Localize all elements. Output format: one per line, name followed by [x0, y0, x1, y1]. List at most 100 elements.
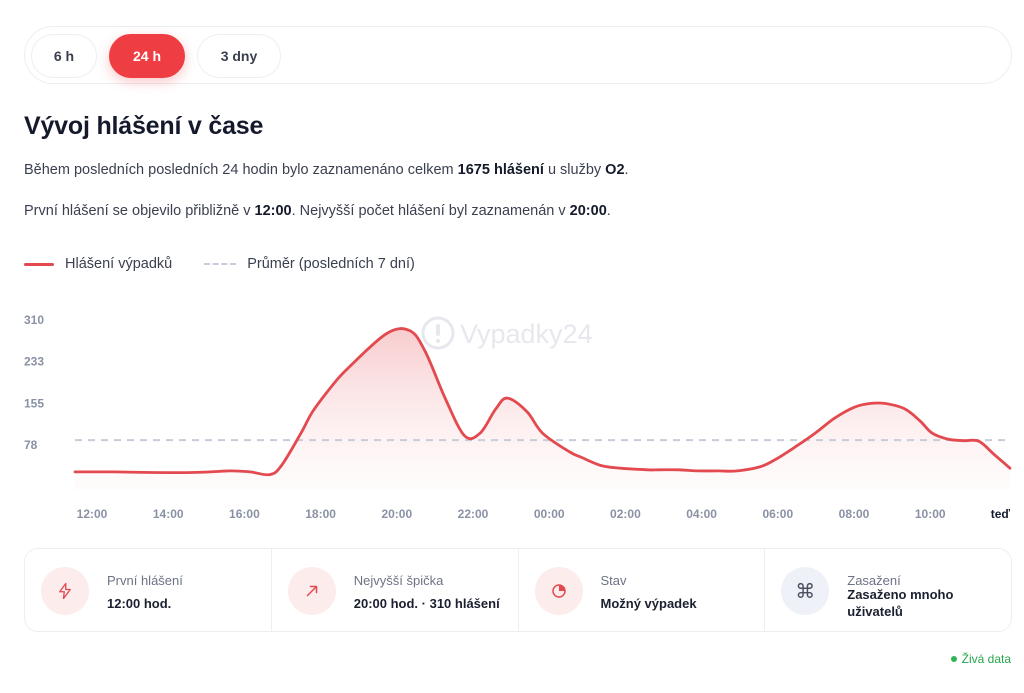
data-point[interactable]: [540, 430, 546, 436]
card-impact-label: Zasažení: [847, 573, 901, 588]
data-point[interactable]: [793, 444, 799, 450]
data-point[interactable]: [189, 470, 195, 476]
card-peak-value: 20:00 hod. · 310 hlášení: [353, 596, 500, 611]
data-point[interactable]: [384, 331, 390, 337]
data-point[interactable]: [310, 409, 316, 415]
reports-line[interactable]: [73, 327, 1012, 477]
data-point[interactable]: [734, 468, 740, 474]
x-tick-label: 08:00: [839, 507, 870, 521]
x-tick-label: 02:00: [610, 507, 641, 521]
data-point[interactable]: [524, 409, 530, 415]
card-peak: Nejvyšší špička 20:00 hod. · 310 hlášení: [272, 549, 519, 631]
data-point[interactable]: [462, 433, 468, 439]
card-first-report-value: 12:00 hod.: [107, 596, 172, 611]
legend-average-swatch: [204, 263, 237, 265]
data-point[interactable]: [598, 463, 604, 469]
legend-reports-label: Hlášení výpadků: [65, 256, 173, 272]
watermark-logo-mark: [436, 324, 440, 336]
data-point[interactable]: [617, 465, 623, 471]
x-tick-label: teď: [991, 507, 1011, 521]
x-tick-label: 12:00: [77, 507, 108, 521]
data-point[interactable]: [812, 430, 818, 436]
pie-icon: [534, 567, 583, 615]
data-point[interactable]: [111, 469, 117, 475]
data-point[interactable]: [247, 469, 253, 475]
x-tick-label: 18:00: [305, 507, 336, 521]
data-point[interactable]: [976, 438, 982, 444]
chart-legend: Hlášení výpadků Průměr (posledních 7 dní…: [24, 256, 415, 272]
x-axis: 12:00 14:00 16:00 18:00 20:00 22:00 00:00 02:00…: [77, 507, 1011, 521]
summary-line-times: První hlášení se objevilo přibližně v 12…: [24, 203, 611, 219]
data-point[interactable]: [645, 467, 651, 473]
data-point[interactable]: [945, 436, 951, 442]
data-point[interactable]: [329, 383, 335, 389]
data-point[interactable]: [656, 467, 662, 473]
data-point[interactable]: [758, 464, 764, 470]
data-point[interactable]: [1007, 465, 1013, 471]
data-point[interactable]: [867, 401, 873, 407]
legend-average-label: Průměr (posledních 7 dní): [247, 256, 415, 272]
service-name: O2: [605, 162, 625, 178]
data-point[interactable]: [917, 418, 923, 424]
watermark-logo-icon: [421, 316, 455, 350]
data-point[interactable]: [929, 430, 935, 436]
card-status-label: Stav: [600, 573, 627, 588]
data-point[interactable]: [715, 468, 721, 474]
summary-line-total: Během posledních posledních 24 hodin byl…: [24, 162, 629, 178]
y-tick-label: 233: [24, 354, 44, 368]
data-point[interactable]: [902, 406, 908, 412]
reports-area: [75, 328, 1010, 490]
data-point[interactable]: [228, 468, 234, 474]
data-point[interactable]: [267, 472, 273, 478]
data-point[interactable]: [960, 438, 966, 444]
data-point[interactable]: [851, 404, 857, 410]
data-point[interactable]: [773, 456, 779, 462]
tab-24h[interactable]: 24 h: [109, 34, 185, 78]
data-point[interactable]: [695, 468, 701, 474]
total-reports: 1675 hlášení: [457, 162, 544, 178]
card-peak-label: Nejvyšší špička: [353, 573, 444, 588]
legend-reports-swatch: [24, 262, 54, 266]
card-impact-value: Zasaženo mnoho uživatelů: [847, 587, 954, 619]
data-point[interactable]: [832, 415, 838, 421]
data-point[interactable]: [477, 430, 483, 436]
data-point[interactable]: [423, 349, 429, 355]
tab-6h[interactable]: 6 h: [31, 34, 97, 78]
card-status-value: Možný výpadek: [600, 596, 697, 611]
y-tick-label: 78: [24, 438, 38, 452]
data-point[interactable]: [72, 469, 78, 475]
data-point[interactable]: [493, 406, 499, 412]
x-tick-label: 06:00: [762, 507, 793, 521]
card-first-report-label: První hlášení: [107, 573, 183, 588]
data-point[interactable]: [345, 366, 351, 372]
watermark-logo-dot: [435, 338, 441, 344]
peak-time: 20:00: [569, 203, 607, 219]
x-tick-label: 04:00: [686, 507, 717, 521]
data-point[interactable]: [991, 452, 997, 458]
data-point[interactable]: [579, 454, 585, 460]
data-point[interactable]: [882, 401, 888, 407]
data-point[interactable]: [279, 463, 285, 469]
tab-3-days[interactable]: 3 dny: [197, 34, 281, 78]
live-data-indicator: Živá data: [950, 652, 1011, 666]
bolt-icon: [41, 567, 89, 615]
watermark: Vypadky24: [421, 316, 593, 350]
data-point[interactable]: [216, 468, 222, 474]
x-tick-label: 16:00: [229, 507, 260, 521]
data-point[interactable]: [442, 395, 448, 401]
stats-cards: První hlášení 12:00 hod. Nejvyšší špička…: [24, 548, 1012, 632]
y-tick-label: 155: [24, 397, 44, 411]
x-tick-label: 20:00: [381, 507, 412, 521]
data-point[interactable]: [567, 449, 573, 455]
card-impact: ⌘ Zasažení Zasaženo mnoho uživatelů: [765, 549, 1011, 631]
data-point[interactable]: [150, 470, 156, 476]
y-tick-label: 310: [24, 313, 44, 327]
data-point[interactable]: [676, 467, 682, 473]
first-report-time: 12:00: [254, 203, 292, 219]
card-status: Stav Možný výpadek: [519, 549, 766, 631]
watermark-text: Vypadky24: [460, 319, 593, 349]
x-tick-label: 22:00: [458, 507, 489, 521]
data-point[interactable]: [298, 430, 304, 436]
data-point[interactable]: [504, 395, 510, 401]
data-point[interactable]: [407, 328, 413, 334]
